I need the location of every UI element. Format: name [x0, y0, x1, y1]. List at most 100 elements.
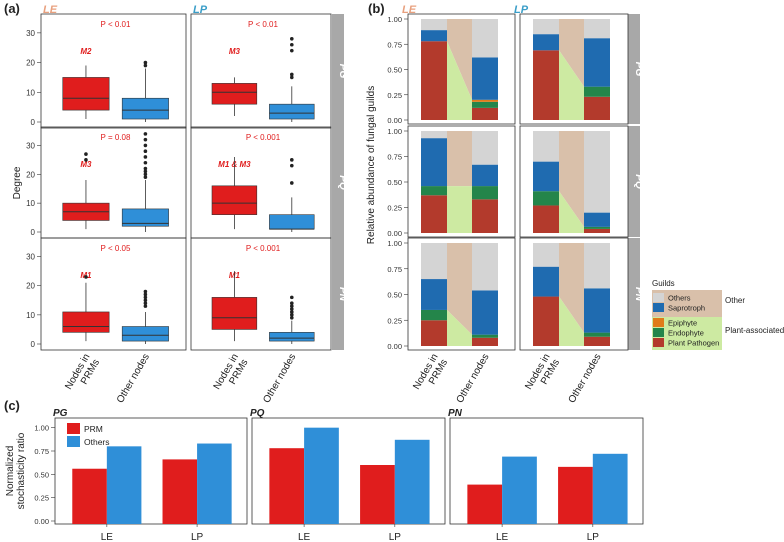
- y-tick-label-b: 0.75: [387, 265, 402, 274]
- box-outlier: [143, 160, 148, 165]
- facet-panel-le-pg: [40, 13, 187, 129]
- panel-label-b: (b): [368, 1, 385, 16]
- panel-label-a: (a): [4, 1, 20, 16]
- y-tick-label-b: 0.50: [387, 178, 402, 187]
- box-outlier: [290, 158, 294, 162]
- box-outlier: [84, 152, 88, 156]
- y-tick-label: 0: [31, 228, 36, 237]
- y-tick-label: 20: [26, 170, 35, 179]
- panel-label-c: (c): [4, 398, 20, 413]
- stack-segment-saprotroph: [472, 164, 498, 187]
- legend-title: Guilds: [652, 279, 675, 288]
- column-title-le: LE: [43, 4, 58, 16]
- facet-strip-b-pg: [628, 14, 640, 124]
- box-outlier: [290, 72, 294, 77]
- y-tick-label-c: 1.00: [34, 424, 49, 433]
- facet-panel-lp-pg: [190, 13, 332, 129]
- box-outlier: [290, 181, 294, 185]
- stack-segment-others: [421, 131, 447, 139]
- box-iqr-other: [269, 332, 315, 342]
- box-iqr-prm: [211, 185, 258, 215]
- box-outlier: [143, 298, 148, 303]
- stack-segment-others: [472, 131, 498, 165]
- stack-segment-plant-pathogen: [584, 336, 610, 346]
- y-tick-label-b: 0.25: [387, 204, 402, 213]
- stack-segment-plant-pathogen: [472, 199, 498, 233]
- y-tick-label-b: 0.00: [387, 116, 402, 125]
- p-value-label: P = 0.08: [101, 133, 131, 142]
- y-tick-label: 10: [26, 311, 35, 320]
- stack-segment-saprotroph: [472, 57, 498, 100]
- box-outlier: [84, 275, 88, 279]
- legend-item-prm: PRM: [84, 424, 103, 434]
- box-outlier: [143, 295, 148, 300]
- p-value-label: P < 0.05: [101, 244, 131, 253]
- box-outlier: [143, 166, 148, 171]
- stack-segment-others: [584, 19, 610, 39]
- facet-strip-b-pq: [628, 126, 640, 237]
- x-tick-label-other: Other nodes: [261, 352, 298, 405]
- x-tick-label-c-lp: LP: [389, 532, 402, 542]
- stack-segment-saprotroph: [421, 30, 447, 42]
- y-tick-label-c: 0.00: [34, 517, 49, 526]
- stack-segment-others: [584, 243, 610, 289]
- legend-item-others: Others: [668, 294, 691, 303]
- flow-area-plant: [447, 186, 472, 233]
- bar-others-le: [304, 427, 339, 524]
- flow-area-other: [559, 131, 584, 227]
- box-outlier: [143, 143, 148, 148]
- y-tick-label-b: 0.25: [387, 316, 402, 325]
- legend-item-endophyte: Endophyte: [668, 329, 704, 338]
- box-outlier: [143, 304, 148, 308]
- facet-strip-label-b-pq: PQ: [633, 174, 644, 189]
- box-outlier: [290, 304, 294, 308]
- stack-segment-plant-pathogen: [421, 195, 447, 233]
- y-tick-label: 30: [26, 29, 35, 38]
- column-title-lp: LP: [193, 4, 208, 16]
- bar-others-le: [502, 456, 537, 524]
- facet-strip-label-pg: PG: [337, 64, 348, 79]
- y-tick-label-c: 0.75: [34, 447, 49, 456]
- y-tick-label: 30: [26, 141, 35, 150]
- flow-area-plant: [559, 191, 584, 233]
- bar-others-lp: [197, 443, 232, 524]
- box-outlier: [290, 315, 294, 320]
- module-label: M3: [229, 47, 241, 56]
- box-outlier: [290, 163, 294, 168]
- box-outlier: [143, 292, 148, 297]
- stack-segment-others: [421, 243, 447, 280]
- stack-segment-plant-pathogen: [472, 107, 498, 120]
- stack-segment-plant-pathogen: [533, 50, 559, 121]
- legend-item-plant-pathogen: Plant Pathogen: [668, 339, 719, 348]
- stack-segment-endophyte: [533, 191, 559, 206]
- box-outlier: [143, 175, 148, 179]
- box-outlier: [290, 37, 294, 41]
- bar-prm-lp: [360, 465, 395, 524]
- box-iqr-other: [121, 97, 169, 120]
- box-outlier: [143, 289, 148, 294]
- legend-swatch-endophyte: [653, 328, 664, 337]
- facet-strip-label-pn: PN: [337, 287, 348, 302]
- stack-segment-plant-pathogen: [472, 337, 498, 346]
- facet-panel-b-lp-pn: [519, 237, 629, 351]
- box-outlier: [143, 137, 148, 142]
- facet-strip-b-pn: [628, 238, 640, 350]
- flow-area-plant: [559, 296, 584, 346]
- box-outlier: [290, 295, 294, 300]
- facet-strip-label-pq: PQ: [337, 175, 348, 190]
- stack-segment-saprotroph: [584, 212, 610, 227]
- stack-segment-saprotroph: [584, 38, 610, 87]
- facet-panel-b-lp-pq: [519, 125, 629, 238]
- stack-segment-saprotroph: [584, 288, 610, 333]
- box-iqr-prm: [62, 77, 110, 111]
- stack-segment-others: [533, 131, 559, 162]
- y-axis-label-b: Relative abundance of fungal guilds: [366, 86, 377, 244]
- flow-area-other: [559, 243, 584, 333]
- y-tick-label-b: 0.75: [387, 153, 402, 162]
- facet-panel-lp-pn: [190, 237, 332, 351]
- y-tick-label: 10: [26, 199, 35, 208]
- y-tick-label-b: 0.00: [387, 229, 402, 238]
- box-outlier: [290, 310, 294, 314]
- flow-area-other: [447, 131, 472, 187]
